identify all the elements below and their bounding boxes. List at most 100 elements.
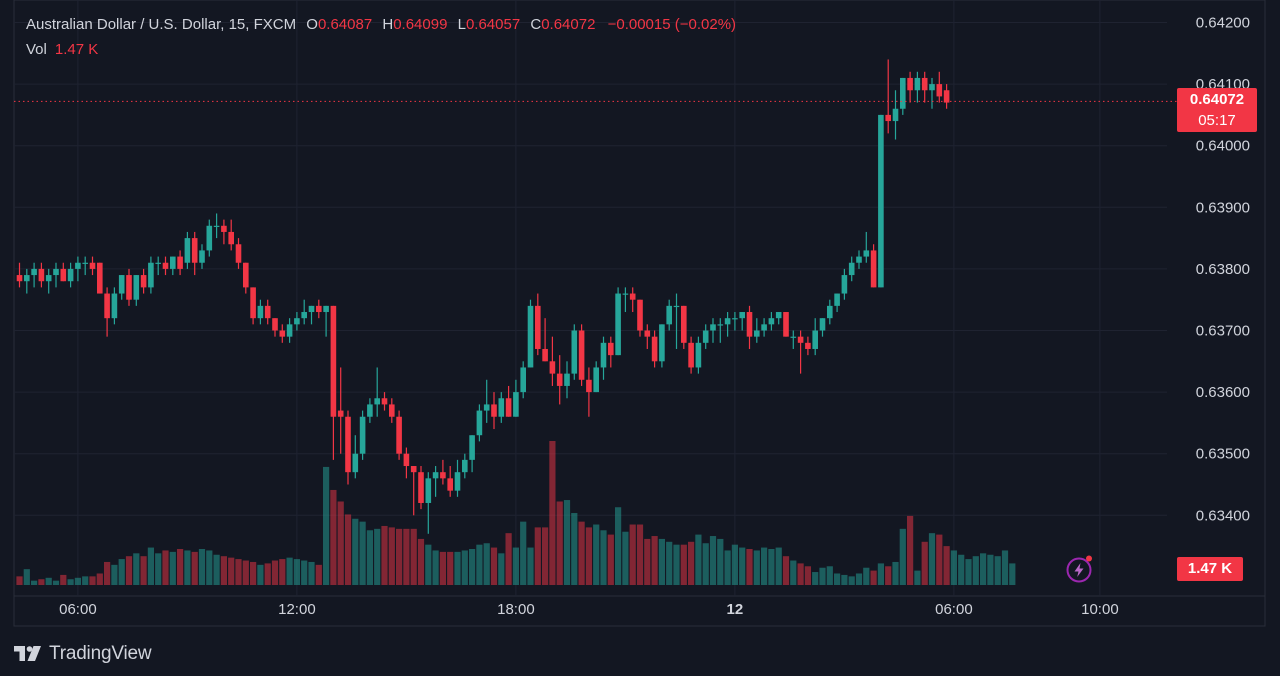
candle-body [221, 225, 227, 232]
candle-body [542, 348, 548, 362]
volume-bar [366, 530, 373, 585]
volume-bar [337, 501, 344, 585]
candle-body [761, 324, 767, 331]
candle-body [929, 84, 935, 91]
volume-bar [841, 574, 848, 585]
volume-bar [177, 549, 184, 585]
candle-body [681, 305, 687, 343]
volume-bar [490, 547, 498, 585]
candle-body [505, 398, 512, 417]
volume-bar [914, 570, 921, 585]
volume-bar [534, 527, 541, 585]
volume-bar [688, 541, 695, 585]
volume-bar [125, 556, 133, 585]
volume-bar [228, 557, 235, 585]
volume-bar [23, 569, 30, 585]
volume-bar [724, 550, 731, 585]
candle-body [732, 318, 738, 320]
volume-bar [658, 538, 665, 585]
candle-body [805, 342, 811, 349]
volume-bar [943, 546, 950, 585]
volume-bar [1001, 550, 1009, 585]
volume-bar [563, 500, 571, 585]
candle-body [316, 305, 322, 313]
candle-body [586, 379, 592, 393]
close-label: C [530, 16, 542, 33]
candle-body [97, 262, 103, 294]
volume-bar [147, 547, 154, 585]
volume-bar [381, 525, 388, 585]
candle-body [892, 108, 899, 122]
volume-bar [607, 534, 614, 585]
high-label: H [382, 16, 394, 33]
volume-bar [330, 489, 337, 585]
brand-name: TradingView [49, 643, 152, 664]
volume-bar [629, 524, 636, 585]
candle-body [425, 478, 432, 503]
volume-bar [31, 580, 38, 585]
candle-body [483, 404, 490, 411]
candle-body [819, 318, 826, 331]
volume-bar [571, 513, 578, 585]
volume-bar [315, 564, 322, 585]
candle-body [549, 361, 556, 374]
lightning-alert-icon[interactable] [1064, 554, 1094, 584]
candle-body [82, 262, 88, 264]
volume-bar [271, 560, 279, 585]
volume-bar [498, 553, 505, 585]
volume-bar [45, 577, 52, 585]
candle-body [856, 256, 862, 263]
candle-body [739, 312, 745, 319]
time-axis-label: 18:00 [497, 601, 535, 618]
price-axis-label: 0.63400 [1196, 507, 1250, 524]
volume-bar [140, 556, 147, 585]
volume-bar [198, 549, 206, 585]
candle-body [286, 324, 293, 337]
volume-bar [987, 554, 994, 585]
volume-bar [74, 577, 81, 585]
time-axis-label: 12 [727, 601, 744, 618]
volume-bar [89, 576, 96, 585]
candle-body [564, 373, 570, 386]
volume-legend: Vol 1.47 K [26, 41, 98, 58]
candle-body [352, 453, 359, 473]
volume-label[interactable]: Vol [26, 41, 47, 58]
candle-body [476, 410, 483, 436]
candle-body [513, 392, 519, 417]
price-axis-label: 0.63500 [1196, 446, 1250, 463]
volume-bar [191, 551, 198, 585]
volume-bar [753, 550, 760, 585]
candle-body [89, 262, 96, 269]
candle-body [848, 262, 855, 276]
volume-bar [965, 559, 972, 585]
candle-body [148, 262, 154, 288]
price-axis-label: 0.64200 [1196, 15, 1250, 32]
candle-body [31, 268, 37, 276]
candle-body [67, 268, 74, 282]
open-label: O [306, 16, 318, 33]
volume-bar [651, 536, 658, 585]
candle-body [104, 293, 110, 319]
volume-bar [855, 573, 863, 585]
price-axis-label: 0.63700 [1196, 323, 1250, 340]
volume-bar [826, 566, 833, 585]
volume-bar [38, 579, 45, 585]
volume-bar [476, 544, 483, 585]
candle-body [389, 404, 395, 417]
tradingview-branding[interactable]: TradingView [14, 642, 152, 666]
volume-bar [761, 547, 768, 585]
candle-body [381, 398, 388, 405]
candle-body [60, 268, 67, 282]
time-axis-label: 06:00 [59, 601, 97, 618]
volume-bar [994, 556, 1001, 585]
candle-body [257, 305, 264, 319]
volume-bar [396, 528, 403, 585]
volume-bar [388, 527, 395, 585]
candle-body [359, 416, 366, 454]
symbol-title[interactable]: Australian Dollar / U.S. Dollar, 15, FXC… [26, 16, 297, 33]
candle-body [797, 336, 804, 343]
volume-bar [133, 553, 140, 585]
candle-body [53, 268, 59, 276]
volume-bar [104, 561, 111, 585]
candle-body [783, 312, 789, 337]
